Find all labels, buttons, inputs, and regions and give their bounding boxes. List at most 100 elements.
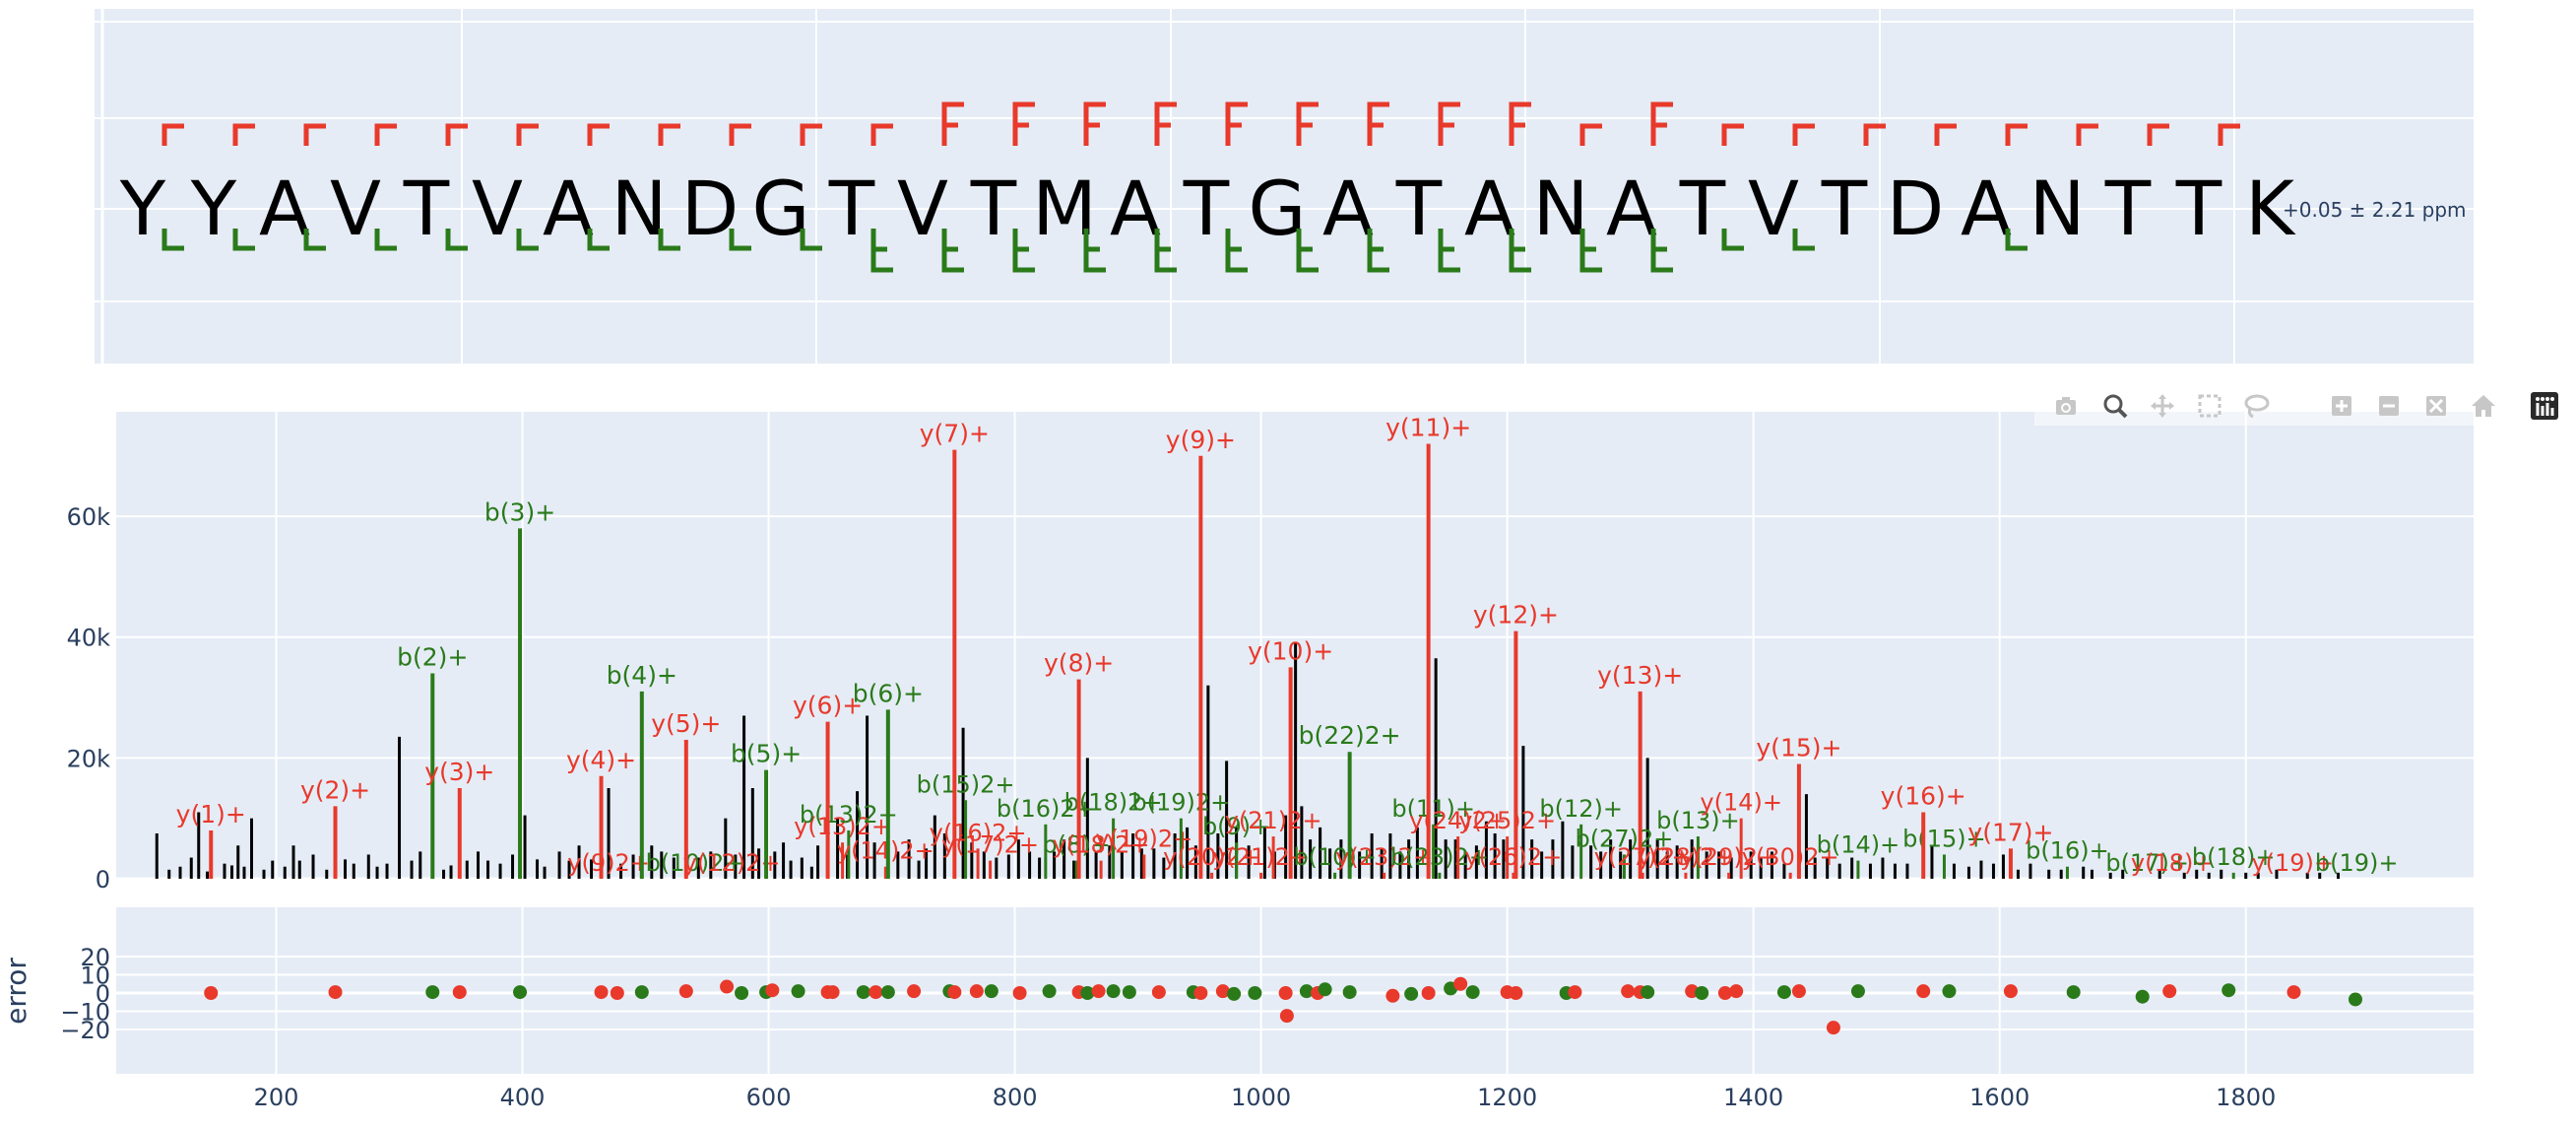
error-point [825, 985, 840, 1000]
peak-label-minor: y(19)2+ [1095, 825, 1192, 852]
y-ion-bracket-22 [729, 123, 751, 146]
error-point [1151, 985, 1166, 1000]
peak-label-minor: y(29)2+ [1680, 843, 1777, 871]
y-ion-bracket-9 [1650, 101, 1673, 146]
y-ion-bracket-19 [941, 101, 964, 146]
peak-label: y(1)+ [176, 800, 246, 829]
sequence-panel: Y Y A V T V A N D G T V T M A T G A T A N A T V T D A N T T K+0.05 ± 2… [95, 9, 2474, 364]
peak-label: y(10)+ [1248, 636, 1333, 665]
b-ion-bracket-5 [445, 229, 468, 251]
error-point [1106, 984, 1121, 999]
x-tick-label: 200 [254, 1084, 299, 1111]
x-tick-label: 1400 [1723, 1084, 1783, 1111]
y-ion-bracket-6 [1863, 123, 1886, 146]
error-point [1717, 986, 1732, 1000]
error-point [1042, 984, 1057, 999]
residue-31: K [2245, 165, 2296, 252]
residue-5: T [403, 165, 450, 252]
residue-13: T [970, 165, 1017, 252]
error-point [1791, 984, 1806, 999]
residue-3: A [259, 165, 310, 252]
home-button[interactable] [2466, 388, 2501, 424]
error-point [1080, 986, 1095, 1000]
peak-label: y(16)+ [1881, 782, 1966, 811]
y-ion-bracket-21 [800, 123, 822, 146]
error-point [1279, 1009, 1294, 1024]
peak-label-minor: y(30)2+ [1742, 843, 1839, 871]
peak-label: y(4)+ [566, 746, 636, 774]
error-point [678, 984, 693, 999]
box-select-button[interactable] [2192, 388, 2227, 424]
error-point [969, 984, 984, 999]
peak-label-minor: b(13)+ [1656, 807, 1740, 834]
x-tick-label: 1600 [1969, 1084, 2029, 1111]
b-ion-bracket-23 [1721, 229, 1744, 251]
zoom-button[interactable] [2097, 388, 2133, 424]
pan-button[interactable] [2145, 388, 2180, 424]
error-point [2286, 985, 2301, 1000]
peak-label: y(17)+ [1967, 818, 2053, 846]
zoom-out-button[interactable] [2371, 388, 2407, 424]
error-point [2222, 983, 2236, 998]
error-point [1729, 984, 1744, 999]
y-ion-bracket-8 [1721, 123, 1744, 146]
y-ion-bracket-25 [516, 123, 539, 146]
error-point [1850, 984, 1865, 999]
error-point [1227, 986, 1242, 1001]
b-ion-bracket-7 [587, 229, 610, 251]
peak-label: y(15)+ [1756, 734, 1841, 762]
peak-label: y(8)+ [1044, 649, 1114, 678]
sequence-panel-background [95, 9, 2474, 364]
b-ion-bracket-27 [2005, 229, 2028, 251]
peak-label: y(11)+ [1385, 414, 1471, 442]
error-y-tick-label: 0 [96, 980, 110, 1008]
zoom-in-button[interactable] [2324, 388, 2359, 424]
residue-15: A [1110, 165, 1161, 252]
error-point [791, 984, 805, 999]
y-ion-bracket-28 [303, 123, 326, 146]
b-ion-bracket-2 [232, 229, 255, 251]
error-point [204, 986, 219, 1000]
x-tick-label: 1200 [1477, 1084, 1537, 1111]
residue-25: T [1821, 165, 1868, 252]
lasso-button[interactable] [2239, 388, 2275, 424]
error-point [1193, 986, 1208, 1000]
error-point [328, 985, 343, 1000]
peak-label-minor: b(10)2+ [646, 849, 744, 877]
residue-18: A [1322, 165, 1374, 252]
b-ion-bracket-13 [1012, 229, 1035, 273]
residue-24: V [1748, 165, 1799, 252]
plotly-logo-icon [2531, 392, 2558, 420]
y-ion-bracket-4 [2005, 123, 2028, 146]
y-ion-bracket-27 [374, 123, 397, 146]
plotly-logo-button[interactable] [2527, 388, 2562, 424]
autoscale-button[interactable] [2418, 388, 2454, 424]
peak-label-minor: b(19)2+ [1131, 789, 1230, 817]
error-point [2348, 992, 2362, 1007]
error-point [1465, 985, 1480, 1000]
peak-label: b(22)2+ [1299, 721, 1401, 750]
error-point [869, 985, 883, 1000]
y-ion-bracket-18 [1012, 101, 1035, 146]
peak-label: y(2)+ [300, 775, 370, 804]
residue-8: N [612, 165, 668, 252]
x-tick-label: 1800 [2216, 1084, 2276, 1111]
peak-label-minor: y(14)2+ [837, 837, 934, 865]
x-tick-label: 1000 [1231, 1084, 1291, 1111]
residue-21: N [1533, 165, 1589, 252]
spectrum-y-tick-label: 60k [67, 503, 111, 531]
x-tick-label: 800 [993, 1084, 1038, 1111]
peak-label-minor: y(25)2+ [1458, 807, 1556, 834]
peak-label-minor: y(13)2+ [794, 813, 891, 840]
y-ion-bracket-2 [2147, 123, 2169, 146]
peak-label-minor: y(17)2+ [941, 831, 1039, 859]
error-point [907, 984, 922, 999]
peak-label-minor: y(21)2+ [1225, 807, 1322, 834]
y-ion-bracket-20 [870, 123, 893, 146]
error-point [1695, 986, 1709, 1000]
camera-button[interactable] [2048, 388, 2084, 424]
error-point [2135, 989, 2150, 1004]
y-ion-bracket-14 [1296, 101, 1319, 146]
y-ion-bracket-23 [658, 123, 680, 146]
